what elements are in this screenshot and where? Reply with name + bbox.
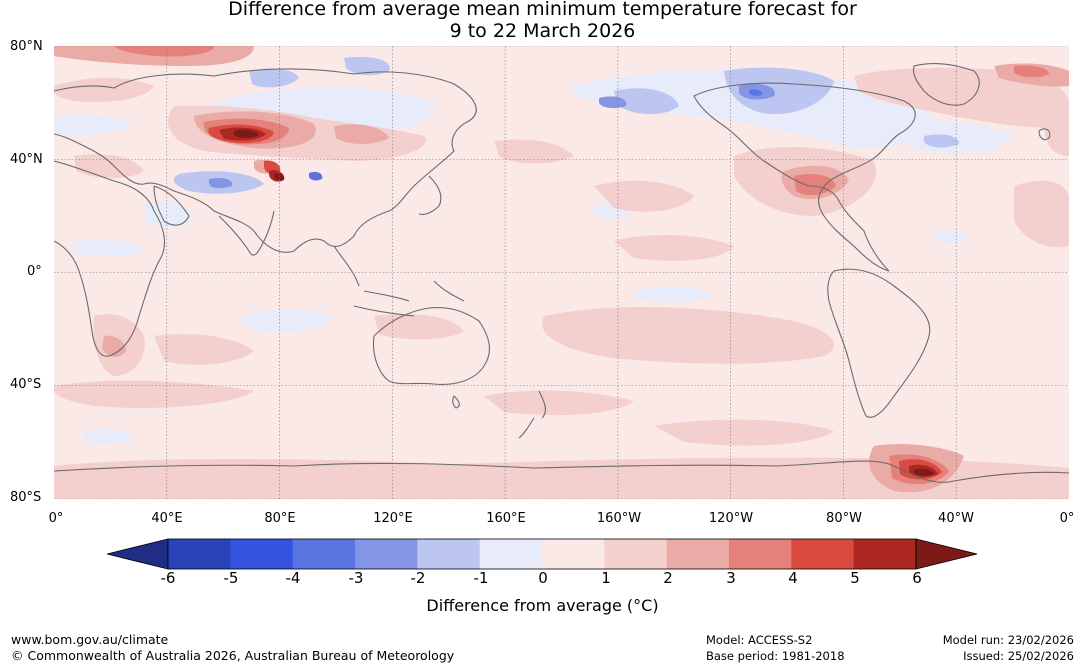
footer-model: Model: ACCESS-S2 <box>706 633 813 647</box>
lon-label-40e: 40°E <box>151 511 183 526</box>
colorbar-segment <box>666 539 730 569</box>
colorbar-tick: -6 <box>160 569 176 587</box>
colorbar-segment <box>354 539 418 569</box>
colorbar-tick: 3 <box>726 569 736 587</box>
colorbar-tick: 4 <box>788 569 798 587</box>
lon-label-40w: 40°W <box>938 511 974 526</box>
footer-model-run: Model run: 23/02/2026 <box>942 633 1074 647</box>
colorbar-segment <box>728 539 792 569</box>
lon-label-160e: 160°E <box>486 511 526 526</box>
colorbar-tick: 0 <box>538 569 548 587</box>
lon-label-80e: 80°E <box>264 511 296 526</box>
colorbar-segment <box>604 539 668 569</box>
footer-copyright: © Commonwealth of Australia 2026, Austra… <box>11 648 455 663</box>
anomaly-contours <box>54 46 1069 499</box>
colorbar-segment <box>230 539 294 569</box>
colorbar-segment <box>479 539 543 569</box>
footer-website: www.bom.gov.au/climate <box>11 632 169 647</box>
lon-label-80w: 80°W <box>826 511 862 526</box>
lat-label-40s: 40°S <box>10 377 42 392</box>
colorbar-label: Difference from average (°C) <box>426 596 659 615</box>
map-title-line1: Difference from average mean minimum tem… <box>228 0 857 20</box>
lon-label-120w: 120°W <box>708 511 754 526</box>
coastlines <box>54 62 1069 483</box>
map-title-line2: 9 to 22 March 2026 <box>449 20 636 42</box>
colorbar-tick: -1 <box>473 569 489 587</box>
temperature-anomaly-map <box>54 46 1069 499</box>
colorbar-segment <box>791 539 855 569</box>
colorbar-tick: 2 <box>663 569 673 587</box>
lat-label-80s: 80°S <box>10 490 42 505</box>
colorbar-tick: -5 <box>223 569 239 587</box>
lon-label-0-west: 0° <box>48 511 64 526</box>
lon-label-160w: 160°W <box>596 511 642 526</box>
lon-label-120e: 120°E <box>373 511 413 526</box>
lon-label-0-east: 0° <box>1059 511 1075 526</box>
colorbar-tick: -3 <box>348 569 364 587</box>
colorbar-tick: 1 <box>601 569 611 587</box>
colorbar-segment <box>853 539 917 569</box>
lat-label-0: 0° <box>27 264 42 279</box>
colorbar-tick: 6 <box>912 569 922 587</box>
footer-issued: Issued: 25/02/2026 <box>963 649 1074 663</box>
footer-base-period: Base period: 1981-2018 <box>706 649 845 663</box>
colorbar-frame <box>167 538 917 570</box>
colorbar-tick: -4 <box>285 569 301 587</box>
colorbar-arrow-min <box>107 538 169 570</box>
colorbar-tick: 5 <box>850 569 860 587</box>
colorbar-segment <box>168 539 231 569</box>
colorbar-segment <box>541 539 605 569</box>
colorbar-segment <box>292 539 356 569</box>
colorbar-arrow-max <box>915 538 978 570</box>
colorbar-tick: -2 <box>410 569 426 587</box>
lat-label-80n: 80°N <box>10 39 43 54</box>
colorbar-segment <box>417 539 481 569</box>
lat-label-40n: 40°N <box>10 152 43 167</box>
graticule <box>54 46 1069 499</box>
colorbar <box>107 538 978 570</box>
